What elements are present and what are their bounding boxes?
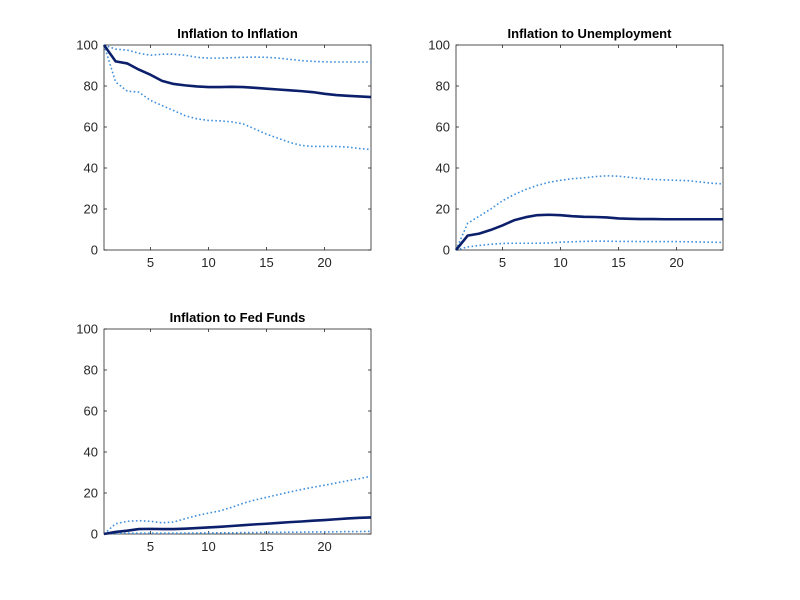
series-line-lower-band	[103, 44, 372, 151]
y-tick-label: 40	[436, 161, 450, 176]
y-tick-label: 20	[84, 202, 98, 217]
x-tick-label: 5	[147, 255, 154, 270]
y-tick-label: 20	[84, 486, 98, 501]
y-tick-label: 0	[443, 243, 450, 258]
y-tick-label: 40	[84, 161, 98, 176]
axes-box	[103, 44, 372, 251]
y-tick-label: 0	[91, 527, 98, 542]
x-tick-label: 10	[201, 539, 215, 554]
x-tick-label: 20	[669, 255, 683, 270]
series-line-response	[454, 213, 723, 251]
y-tick-label: 0	[91, 243, 98, 258]
x-tick-label: 5	[147, 539, 154, 554]
x-tick-label: 20	[317, 255, 331, 270]
x-tick-label: 5	[499, 255, 506, 270]
y-tick-label: 100	[76, 322, 98, 337]
x-tick-label: 15	[259, 539, 273, 554]
y-tick-label: 40	[84, 445, 98, 460]
subplot-inflation-to-fed-funds: Inflation to Fed Funds 0 20 40 60 80 100 5 10 15…	[76, 310, 372, 554]
series-line-response	[102, 44, 372, 99]
y-tick-label: 20	[436, 202, 450, 217]
x-tick-label: 15	[259, 255, 273, 270]
subplot-inflation-to-unemployment: Inflation to Unemployment 0 20 40 60 80 100 5 1…	[428, 26, 724, 270]
x-tick-label: 20	[317, 539, 331, 554]
x-tick-label: 15	[611, 255, 625, 270]
series-line-upper-band	[103, 44, 371, 63]
subplot-title: Inflation to Inflation	[177, 26, 298, 41]
subplot-inflation-to-inflation: Inflation to Inflation 0 20 40 60 80 100 5 10 15…	[76, 26, 372, 270]
x-tick-label: 10	[553, 255, 567, 270]
y-tick-label: 60	[84, 404, 98, 419]
series-line-response	[103, 516, 372, 536]
y-tick-label: 100	[428, 38, 450, 53]
subplot-title: Inflation to Unemployment	[508, 26, 673, 41]
y-tick-label: 60	[84, 120, 98, 135]
y-tick-label: 100	[76, 38, 98, 53]
subplot-title: Inflation to Fed Funds	[170, 310, 306, 325]
series-line-upper-band	[455, 174, 724, 251]
series-line-lower-band	[455, 240, 724, 251]
y-tick-label: 60	[436, 120, 450, 135]
series-line-upper-band	[103, 475, 372, 535]
y-tick-label: 80	[84, 363, 98, 378]
axes-box	[103, 328, 372, 535]
series-line-lower-band	[103, 530, 372, 535]
y-tick-label: 80	[84, 79, 98, 94]
y-tick-label: 80	[436, 79, 450, 94]
x-tick-label: 10	[201, 255, 215, 270]
